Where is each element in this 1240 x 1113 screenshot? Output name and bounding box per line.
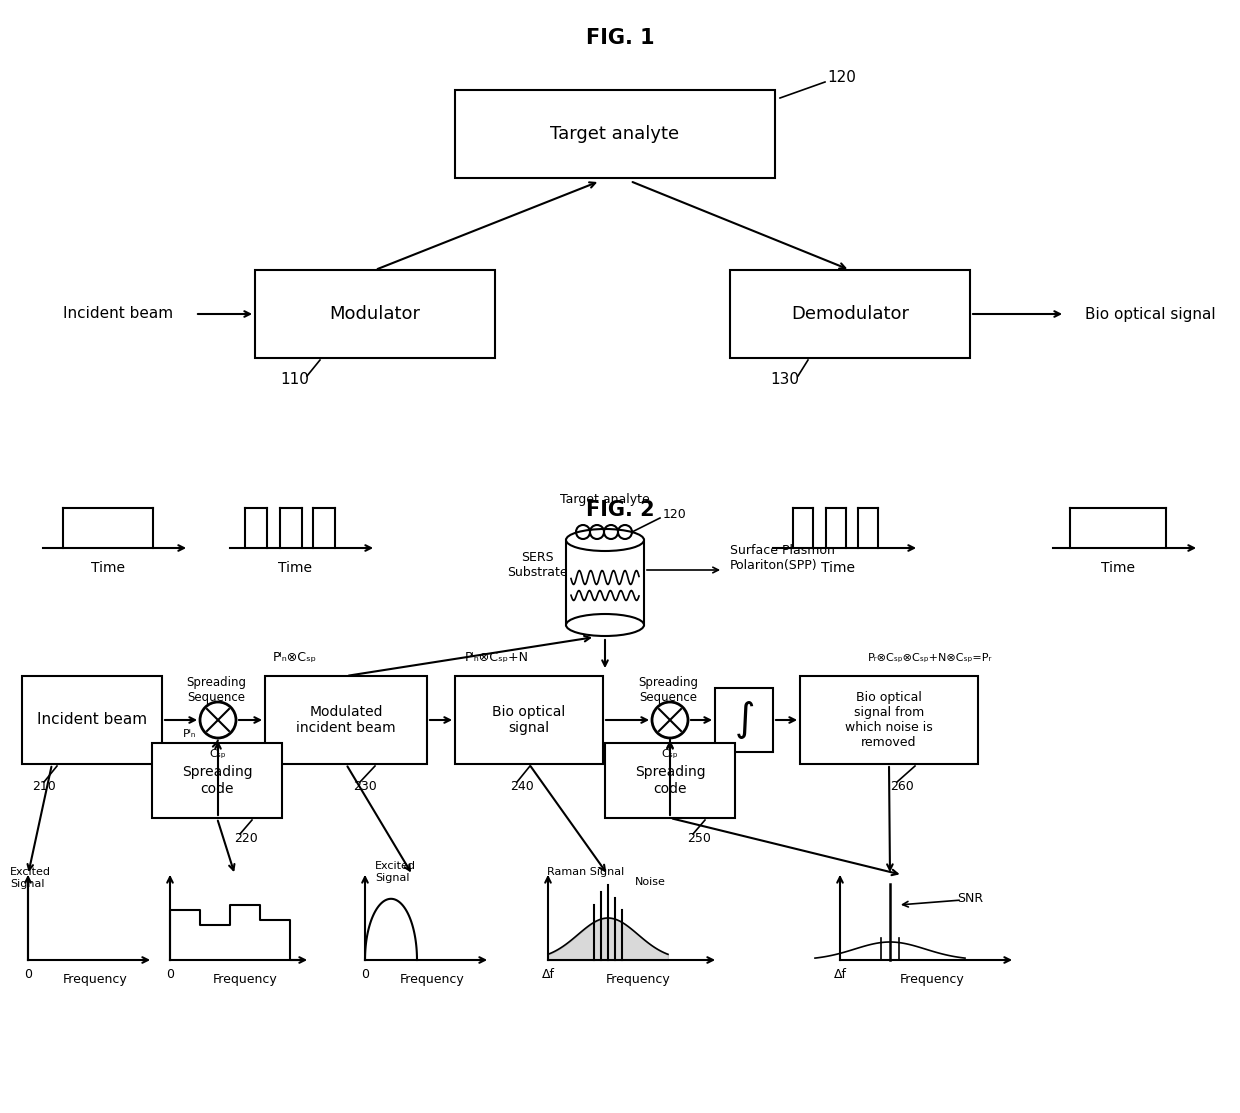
Text: Frequency: Frequency — [900, 974, 965, 986]
Text: 110: 110 — [280, 373, 310, 387]
Text: Excited
Signal: Excited Signal — [374, 861, 415, 883]
Text: FIG. 1: FIG. 1 — [585, 28, 655, 48]
Text: Raman Signal: Raman Signal — [547, 867, 625, 877]
Text: 210: 210 — [32, 779, 56, 792]
Text: 120: 120 — [827, 70, 856, 86]
Text: 0: 0 — [361, 967, 370, 981]
Text: Incident beam: Incident beam — [63, 306, 174, 322]
Text: Pᴵₙ⊗Cₛₚ: Pᴵₙ⊗Cₛₚ — [273, 651, 317, 664]
Ellipse shape — [565, 614, 644, 636]
Text: Frequency: Frequency — [63, 974, 128, 986]
Text: Pᵣ⊗Cₛₚ⊗Cₛₚ+N⊗Cₛₚ=Pᵣ: Pᵣ⊗Cₛₚ⊗Cₛₚ+N⊗Cₛₚ=Pᵣ — [868, 653, 992, 663]
Text: Frequency: Frequency — [212, 974, 278, 986]
Text: Time: Time — [1101, 561, 1135, 575]
Bar — [605, 743, 735, 818]
Text: Target analyte: Target analyte — [551, 125, 680, 142]
Text: 230: 230 — [353, 779, 377, 792]
Text: Bio optical
signal from
which noise is
removed: Bio optical signal from which noise is r… — [846, 691, 932, 749]
Text: Bio optical signal: Bio optical signal — [1085, 306, 1215, 322]
Text: Modulated
incident beam: Modulated incident beam — [296, 705, 396, 735]
Text: 0: 0 — [24, 967, 32, 981]
Text: Spreading
Sequence: Spreading Sequence — [639, 676, 698, 705]
Text: 240: 240 — [510, 779, 533, 792]
Bar — [565, 540, 644, 626]
Text: Demodulator: Demodulator — [791, 305, 909, 323]
Bar — [153, 743, 281, 818]
Text: Pᴵₙ: Pᴵₙ — [182, 729, 196, 739]
Text: 130: 130 — [770, 373, 800, 387]
Bar — [255, 270, 495, 358]
Text: Excited
Signal: Excited Signal — [10, 867, 51, 889]
Text: Cₛₚ: Cₛₚ — [662, 749, 678, 759]
Text: Target analyte: Target analyte — [560, 493, 650, 506]
Bar — [22, 676, 162, 764]
Bar — [265, 676, 427, 764]
Text: Spreading
Sequence: Spreading Sequence — [186, 676, 246, 705]
Ellipse shape — [565, 529, 644, 551]
Text: Frequency: Frequency — [401, 974, 465, 986]
Text: Bio optical
signal: Bio optical signal — [492, 705, 565, 735]
Text: 120: 120 — [663, 509, 687, 522]
Text: SERS
Substrate: SERS Substrate — [507, 551, 568, 579]
Text: Time: Time — [821, 561, 856, 575]
Text: Δf: Δf — [833, 967, 847, 981]
Text: Spreading
code: Spreading code — [635, 766, 706, 796]
Text: 250: 250 — [687, 831, 711, 845]
Text: Incident beam: Incident beam — [37, 712, 148, 728]
Text: 220: 220 — [234, 831, 258, 845]
Bar — [715, 688, 773, 752]
Text: Time: Time — [91, 561, 125, 575]
Text: Time: Time — [278, 561, 312, 575]
Text: FIG. 2: FIG. 2 — [585, 500, 655, 520]
Bar — [730, 270, 970, 358]
Text: SNR: SNR — [957, 892, 983, 905]
Text: Surface Plasmon
Polariton(SPP): Surface Plasmon Polariton(SPP) — [730, 544, 835, 572]
Text: Cₛₚ: Cₛₚ — [210, 749, 227, 759]
Text: 0: 0 — [166, 967, 174, 981]
Bar — [455, 90, 775, 178]
Text: Modulator: Modulator — [330, 305, 420, 323]
Text: Pᴵₙ⊗Cₛₚ+N: Pᴵₙ⊗Cₛₚ+N — [465, 651, 529, 664]
Text: $\int$: $\int$ — [734, 699, 754, 741]
Bar — [455, 676, 603, 764]
Text: 260: 260 — [890, 779, 914, 792]
Text: Frequency: Frequency — [605, 974, 671, 986]
Bar — [800, 676, 978, 764]
Text: Noise: Noise — [635, 877, 666, 887]
Text: Spreading
code: Spreading code — [182, 766, 252, 796]
Text: Δf: Δf — [542, 967, 554, 981]
